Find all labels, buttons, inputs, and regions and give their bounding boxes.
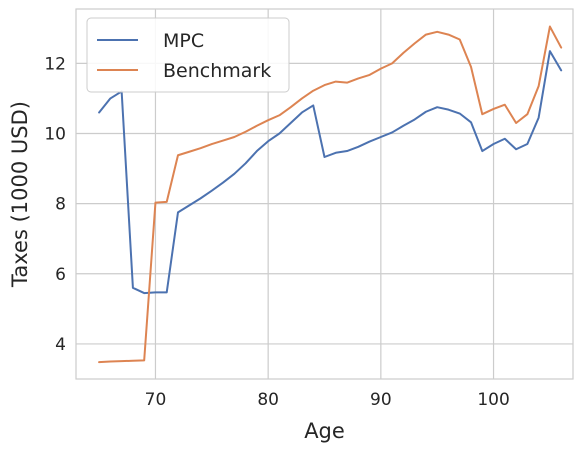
y-axis-label: Taxes (1000 USD)	[8, 101, 32, 288]
tick-labels: 70 80 90 100 4 6 8 10 12	[44, 54, 509, 410]
legend-label-benchmark: Benchmark	[163, 60, 271, 82]
series-line-benchmark	[98, 25, 563, 364]
plot-frame	[75, 8, 574, 380]
x-tick-label: 90	[370, 390, 392, 410]
y-tick-label: 4	[55, 335, 66, 355]
y-tick-label: 8	[55, 195, 66, 215]
legend-box	[86, 17, 290, 93]
x-tick-label: 80	[257, 390, 279, 410]
legend: MPC Benchmark	[86, 17, 290, 93]
x-axis-label: Age	[304, 419, 345, 443]
y-tick-label: 6	[55, 265, 66, 285]
y-tick-label: 12	[44, 54, 66, 74]
series-layer	[98, 25, 563, 364]
x-tick-label: 70	[145, 390, 167, 410]
x-tick-label: 100	[477, 390, 509, 410]
series-line-mpc	[98, 50, 563, 295]
y-tick-label: 10	[44, 125, 66, 145]
legend-label-mpc: MPC	[163, 30, 204, 52]
